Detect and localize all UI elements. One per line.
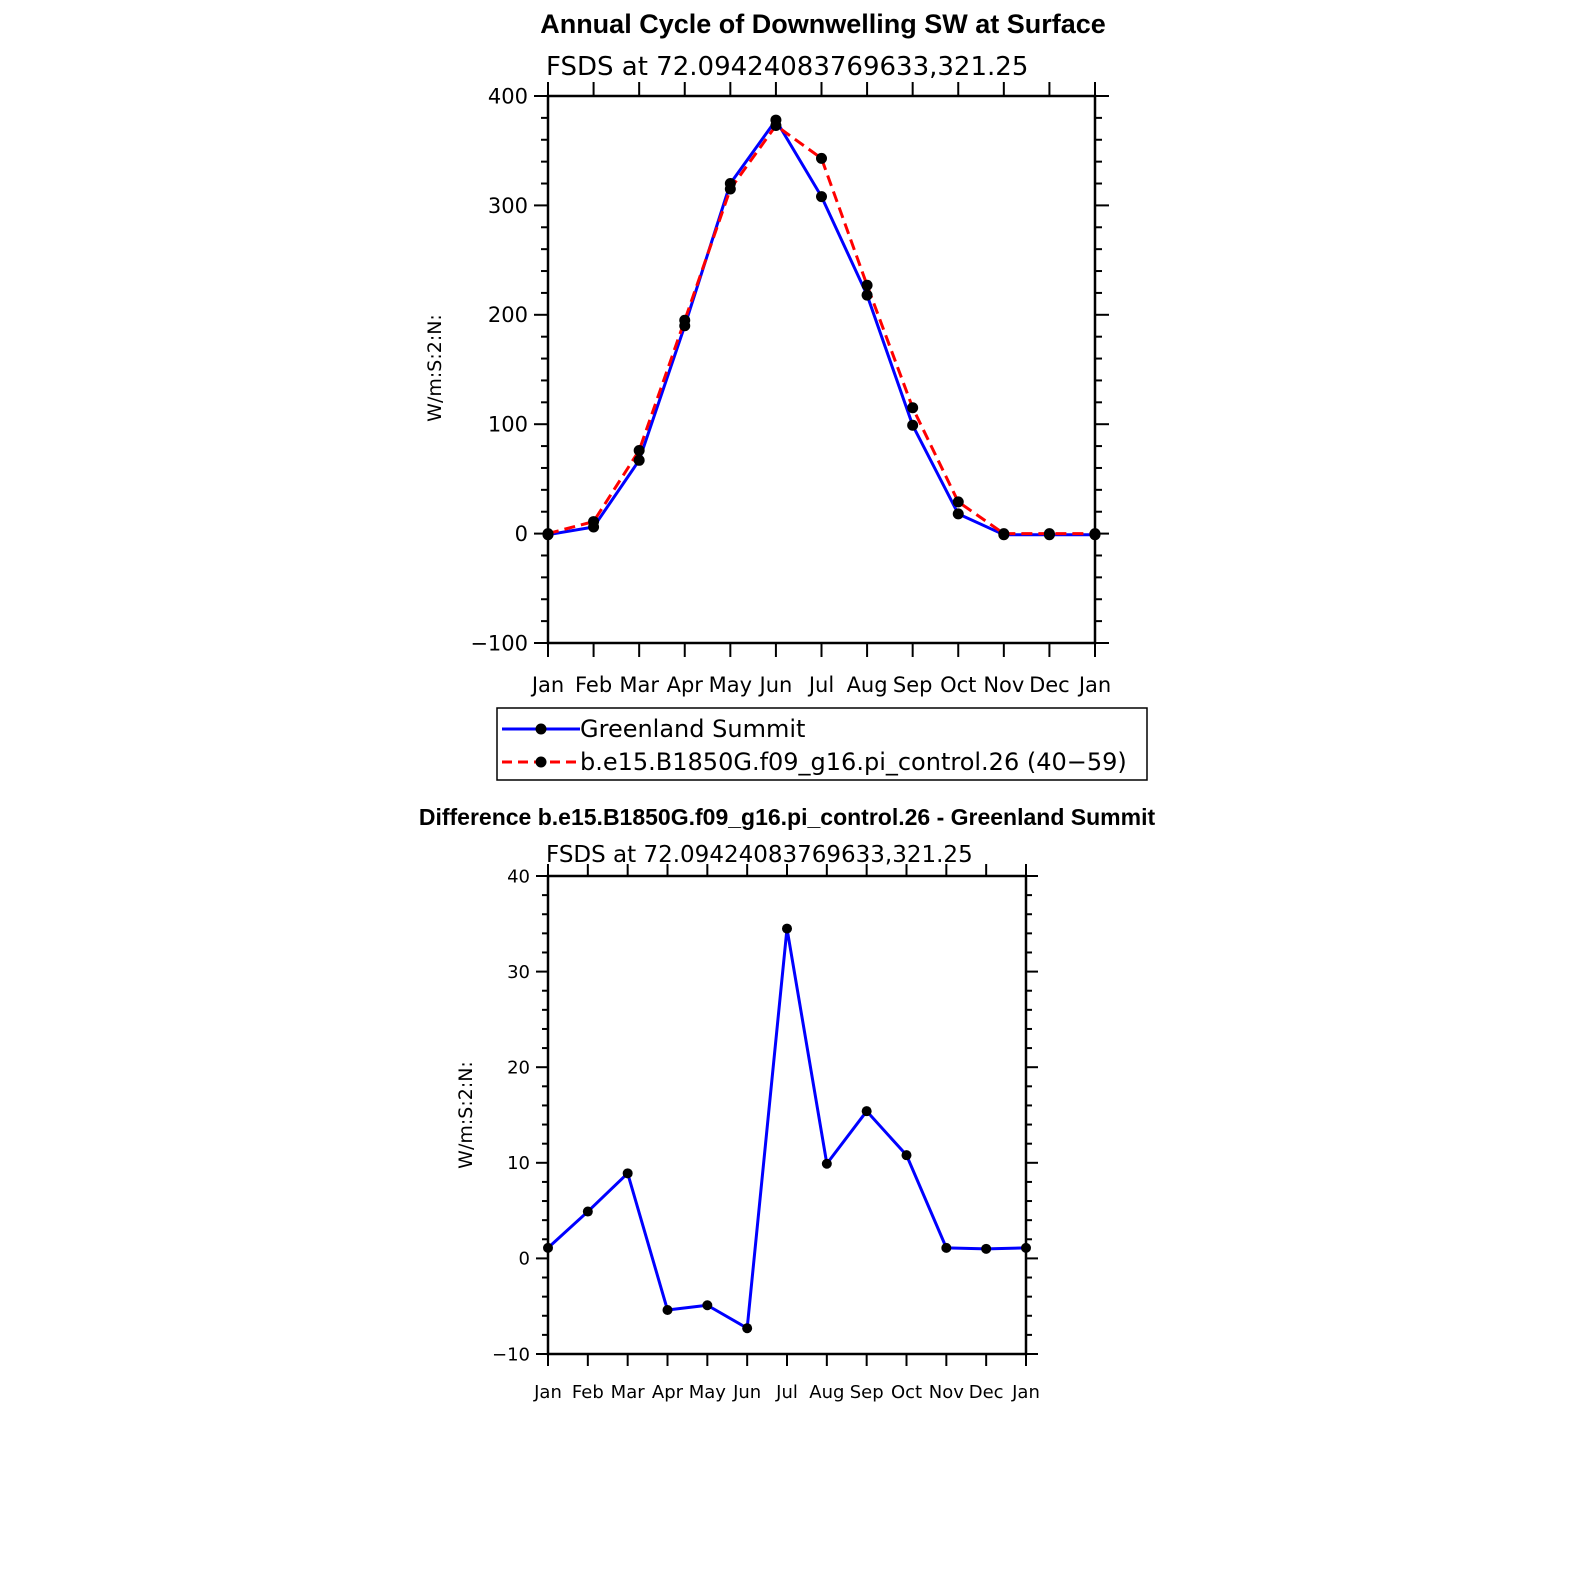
series-1-point [981,1243,992,1254]
series-2-point [679,314,691,326]
y-tick-label: 10 [507,1153,530,1174]
y-tick-label: 0 [515,522,528,546]
x-tick-label: Nov [983,673,1024,697]
x-tick-label: Jan [1077,673,1111,697]
x-tick-label: Mar [611,1382,646,1403]
x-tick-label: Oct [891,1382,922,1403]
series-2-point [907,402,919,414]
x-tick-label: Jan [1011,1382,1040,1403]
x-tick-label: Jun [732,1382,761,1403]
x-tick-label: Aug [809,1382,844,1403]
series-line-1 [546,927,1027,1330]
series-2-point [588,516,600,528]
chart1-title: Annual Cycle of Downwelling SW at Surfac… [540,9,1106,39]
chart2-plot: −10 0 10 20 30 40 Jan Feb Mar Apr May Jun Jul Aug Sep O… [492,864,1040,1403]
series-1-point [861,289,873,301]
series-1-point [782,923,792,934]
chart2-ylabel: W/m:S:2:N: [455,1061,477,1169]
x-tick-label: Jun [758,673,793,697]
x-tick-label: May [709,673,752,697]
legend-marker-series2 [535,756,547,768]
chart2-title: Difference b.e15.B1850G.f09_g16.pi_contr… [419,804,1156,830]
legend-marker-series1 [535,723,547,735]
series-1-point [901,1150,912,1161]
x-tick-label: Sep [893,673,933,697]
legend-box [496,707,1148,781]
series-2-point [724,183,736,195]
series-1-point [821,1158,832,1169]
series-1-point [861,1106,872,1117]
chart2-subtitle: FSDS at 72.09424083769633,321.25 [546,842,973,868]
y-tick-label: 0 [519,1249,530,1270]
y-tick-label: −10 [492,1344,530,1365]
x-tick-label: Dec [1029,673,1070,697]
x-tick-label: Oct [940,673,976,697]
series-1-point [662,1305,673,1316]
legend-label-series2: b.e15.B1850G.f09_g16.pi_control.26 (40−5… [580,748,1127,776]
legend-label-series1: Greenland Summit [580,715,805,743]
series-2-point [770,120,782,132]
x-tick-label: Aug [847,673,888,697]
series-1-point [742,1323,753,1334]
chart1-subtitle: FSDS at 72.09424083769633,321.25 [546,52,1028,82]
chart1-plot: −100 0 100 200 300 400 Jan Feb Mar Apr May Jun Jul Au… [470,82,1111,697]
series-1-point [582,1206,593,1217]
series-2-point [1043,528,1055,540]
x-tick-label: Jul [775,1382,798,1403]
series-1-point [543,1242,553,1253]
y-tick-label: 20 [507,1058,530,1079]
x-tick-label: Jan [533,1382,562,1403]
series-1-point [952,508,964,520]
y-tick-label: 100 [488,413,528,437]
chart1-legend: Greenland Summit b.e15.B1850G.f09_g16.pi… [496,707,1148,781]
y-tick-label: 30 [507,962,530,983]
y-tick-label: 300 [488,194,528,218]
x-tick-label: Feb [572,1382,604,1403]
y-tick-label: 200 [488,303,528,327]
chart1-ylabel: W/m:S:2:N: [424,314,446,422]
series-1-point [907,419,919,431]
series-2-point [1089,528,1101,540]
x-tick-label: Sep [850,1382,884,1403]
series-1-point [633,454,645,466]
series-2-point [998,528,1010,540]
x-tick-label: Apr [652,1382,684,1403]
series-2-point [816,152,827,164]
series-2-point [952,496,964,508]
x-tick-label: May [689,1382,727,1403]
x-tick-label: Jan [530,673,564,697]
y-tick-label: 400 [488,84,528,108]
series-2-point [542,528,554,540]
plot-frame [546,94,1097,645]
series-1-point [1021,1242,1031,1253]
plot-frame [546,874,1028,1356]
series-2-point [861,279,873,291]
x-tick-label: Jul [807,673,834,697]
x-tick-label: Dec [969,1382,1004,1403]
y-tick-label: 40 [507,866,530,887]
series-1-point [941,1242,952,1253]
x-tick-label: Mar [619,673,659,697]
series-1-point [622,1168,633,1179]
x-tick-label: Nov [929,1382,964,1403]
x-tick-label: Apr [667,673,704,697]
y-tick-label: −100 [470,631,528,655]
series-2-point [633,444,645,456]
series-1-point [702,1300,713,1311]
series-1-point [816,191,827,203]
series-line-1 [547,118,1095,537]
x-tick-label: Feb [575,673,612,697]
